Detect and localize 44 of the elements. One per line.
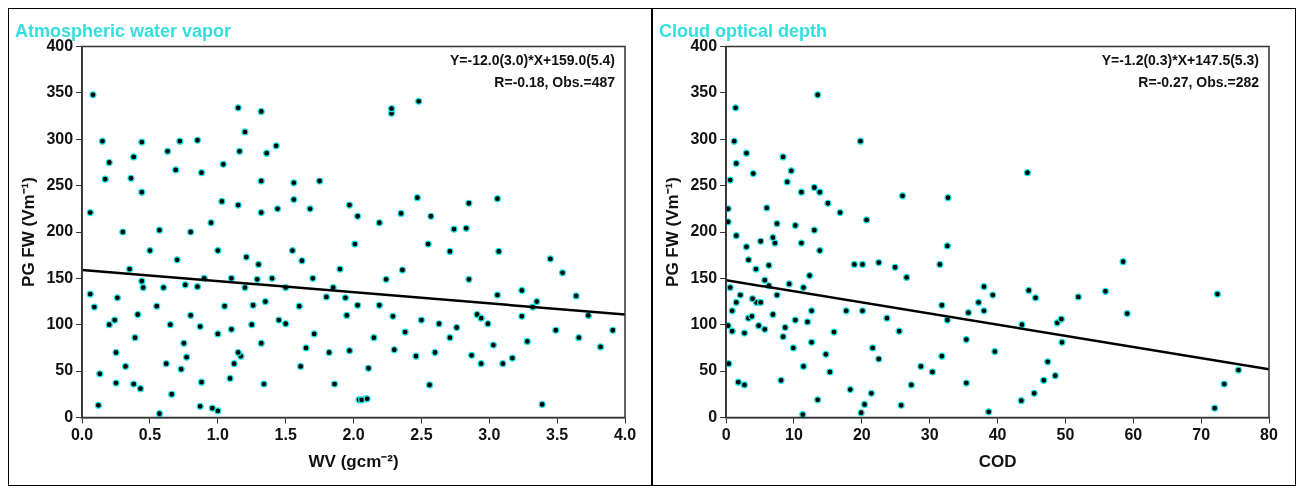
chart-title: Atmospheric water vapor	[15, 20, 232, 41]
x-tick-label: 3.5	[546, 426, 569, 444]
y-tick-label: 100	[46, 315, 74, 333]
x-tick-label: 0	[721, 426, 731, 444]
y-tick-label: 0	[64, 407, 74, 425]
y-tick-label: 150	[46, 268, 74, 286]
y-axis-title: PG FW (Vm⁻¹)	[18, 177, 38, 287]
x-tick-label: 0.0	[70, 426, 94, 444]
x-tick-label: 4.0	[613, 426, 637, 444]
y-tick-label: 0	[708, 407, 718, 425]
x-tick-label: 2.0	[342, 426, 365, 444]
y-tick-label: 200	[690, 222, 718, 240]
x-tick-label: 1.5	[274, 426, 297, 444]
x-tick-label: 0.5	[138, 426, 162, 444]
y-tick-label: 250	[690, 176, 718, 194]
y-tick-label: 50	[55, 361, 74, 379]
annotation: Y=-12.0(3.0)*X+159.0(5.4)	[450, 52, 615, 69]
annotation: R=-0.27, Obs.=282	[1138, 74, 1260, 91]
x-tick-label: 60	[1124, 426, 1143, 444]
x-tick-label: 20	[852, 426, 871, 444]
x-tick-label: 50	[1056, 426, 1075, 444]
y-axis-title: PG FW (Vm⁻¹)	[662, 177, 682, 287]
annotation: Y=-1.2(0.3)*X+147.5(5.3)	[1101, 52, 1259, 69]
y-tick-label: 150	[690, 268, 718, 286]
x-tick-label: 70	[1192, 426, 1211, 444]
y-tick-label: 250	[46, 176, 74, 194]
y-tick-label: 400	[690, 37, 718, 55]
y-tick-label: 100	[690, 315, 718, 333]
y-tick-label: 50	[699, 361, 718, 379]
x-tick-label: 80	[1260, 426, 1278, 444]
x-axis-title: COD	[978, 452, 1017, 472]
x-axis-title: WV (gcm⁻²)	[308, 452, 399, 472]
x-tick-label: 10	[785, 426, 803, 444]
x-tick-label: 30	[920, 426, 939, 444]
y-tick-label: 200	[46, 222, 74, 240]
y-tick-label: 350	[46, 83, 74, 101]
annotation: R=-0.18, Obs.=487	[494, 74, 616, 91]
x-tick-label: 2.5	[410, 426, 433, 444]
x-tick-label: 3.0	[478, 426, 501, 444]
x-tick-label: 1.0	[206, 426, 230, 444]
y-tick-label: 350	[690, 83, 718, 101]
x-tick-label: 40	[988, 426, 1007, 444]
y-tick-label: 300	[690, 129, 718, 147]
y-tick-label: 300	[46, 129, 74, 147]
